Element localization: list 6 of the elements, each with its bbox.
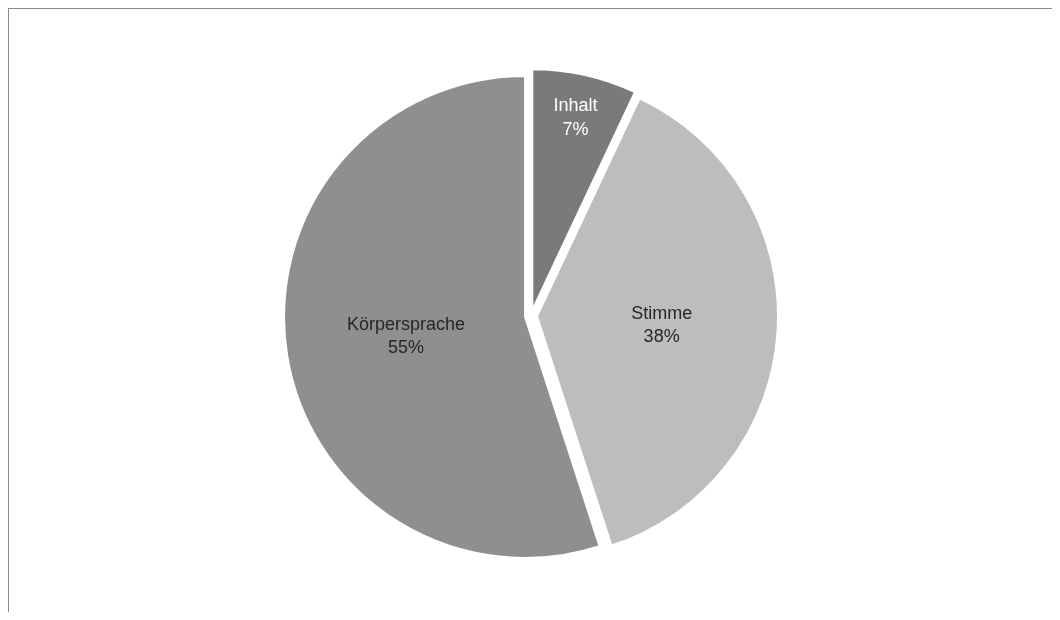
data-label: 55% [388, 337, 425, 358]
slice-label: Stimme [631, 302, 693, 323]
data-label: 38% [643, 325, 680, 346]
data-label: 7% [562, 118, 589, 139]
slice-label: Inhalt [553, 95, 598, 116]
slice-label: Körpersprache [347, 314, 466, 335]
